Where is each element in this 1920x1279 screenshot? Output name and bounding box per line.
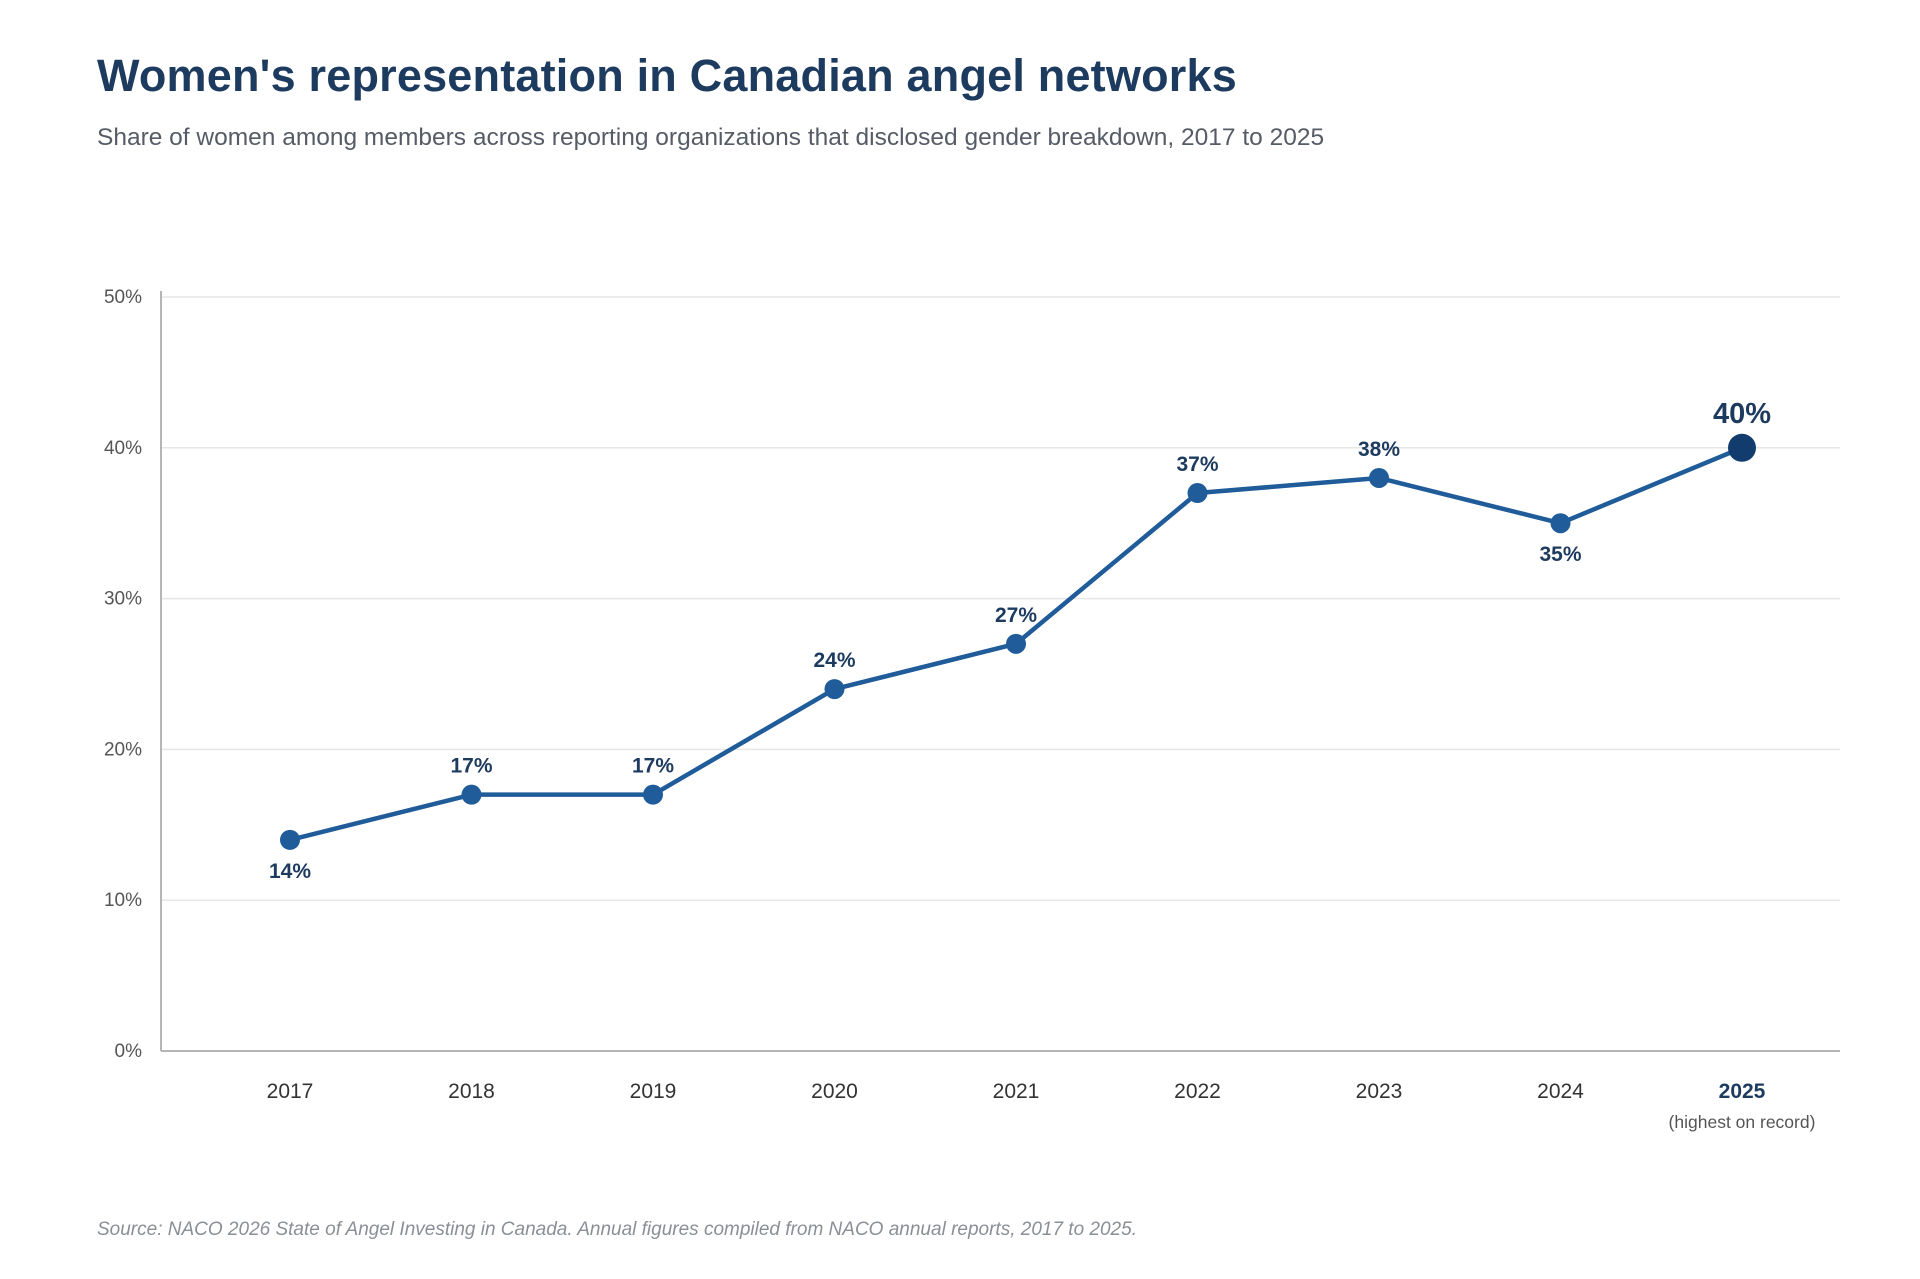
x-tick-label: 2024 [1537,1080,1584,1103]
axes: 0% 10% 20% 30% 40% 50% 2017 2018 2019 2020 2021 202… [104,287,1840,1132]
x-tick-label: 2022 [1174,1080,1221,1103]
y-tick-label: 40% [104,438,142,459]
data-label: 14% [269,860,311,883]
x-tick-label: 2017 [267,1080,314,1103]
data-points [280,433,1756,850]
data-point [461,784,482,805]
data-labels: 14% 17% 17% 24% 27% 37% 38% 35% 40% [269,398,1771,883]
data-label: 17% [450,755,492,778]
data-label: 27% [995,604,1037,627]
data-label: 38% [1358,438,1400,461]
y-tick-label: 50% [104,287,142,308]
data-point [1187,483,1208,504]
highlight-note: (highest on record) [1669,1112,1816,1132]
data-label: 37% [1176,453,1218,476]
x-tick-label: 2018 [448,1080,495,1103]
y-tick-label: 30% [104,589,142,610]
gridlines [161,296,1840,901]
x-tick-label: 2021 [993,1080,1040,1103]
chart-subtitle: Share of women among members across repo… [97,124,1325,151]
data-point [643,784,663,805]
y-tick-label: 10% [104,890,142,911]
y-tick-label: 20% [104,739,142,760]
data-point [280,829,300,850]
data-label: 35% [1539,543,1581,566]
data-label: 24% [813,649,855,672]
source-note: Source: NACO 2026 State of Angel Investi… [97,1219,1137,1240]
data-point [1550,513,1571,534]
x-tick-label: 2020 [811,1080,858,1103]
data-label: 17% [632,755,674,778]
y-tick-label: 0% [115,1041,143,1062]
x-tick-label: 2025 [1719,1080,1766,1103]
data-label-highlight: 40% [1713,398,1771,430]
x-tick-label: 2019 [630,1080,677,1103]
data-point [824,679,845,700]
data-point [1369,467,1389,488]
x-tick-label: 2023 [1356,1080,1403,1103]
data-point-highlight [1728,433,1756,462]
data-point [1006,633,1026,654]
chart-title: Women's representation in Canadian angel… [97,50,1237,101]
